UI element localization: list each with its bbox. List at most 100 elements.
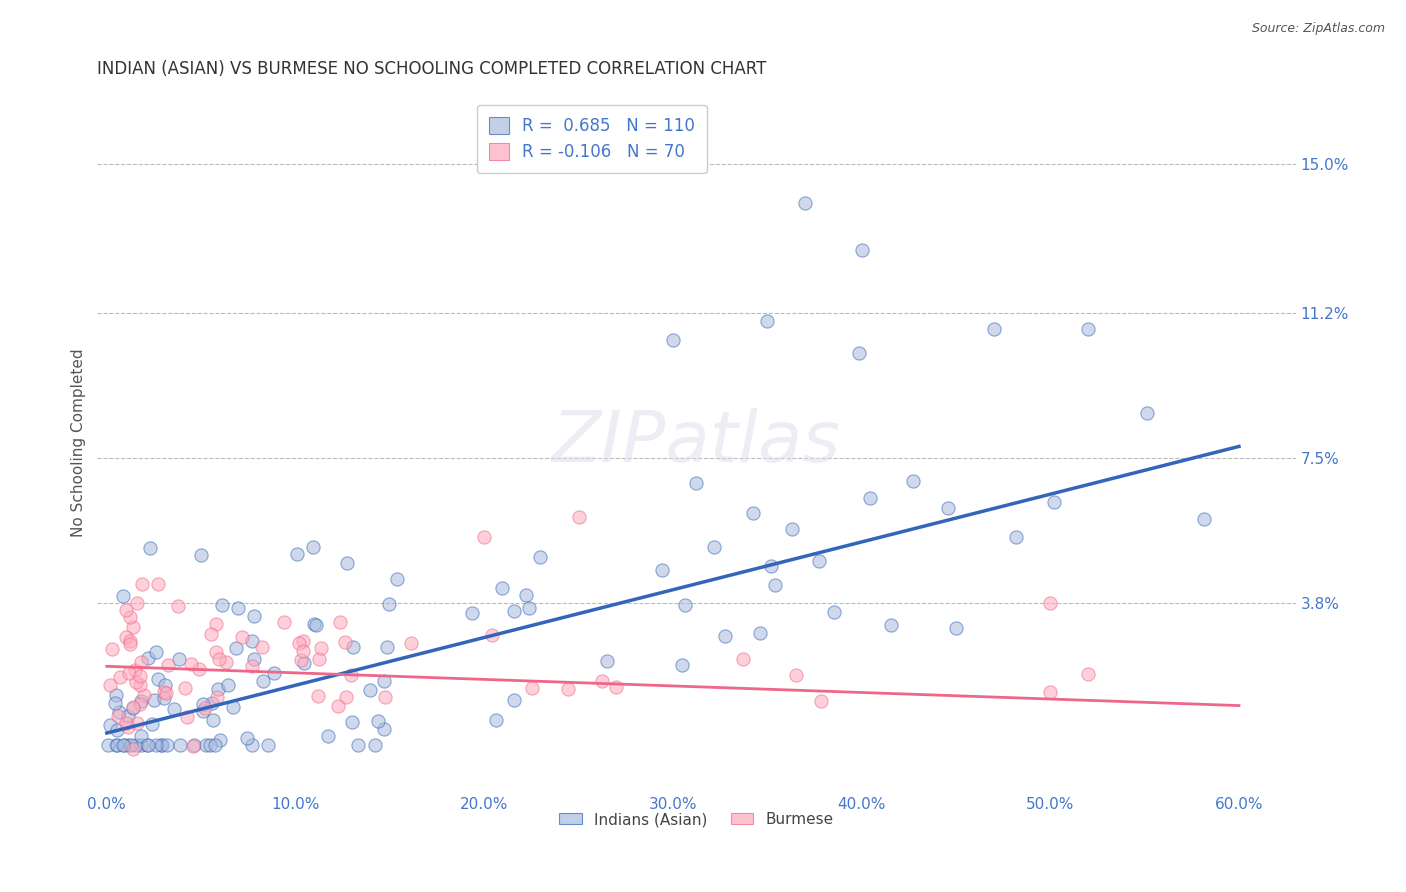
Point xyxy=(484,713,506,727)
Point xyxy=(204,738,226,752)
Point xyxy=(240,659,263,673)
Point xyxy=(217,678,239,692)
Point xyxy=(153,684,176,698)
Point xyxy=(129,655,152,669)
Point xyxy=(243,608,266,623)
Point xyxy=(97,738,120,752)
Point xyxy=(1039,685,1062,699)
Point xyxy=(308,652,330,666)
Point xyxy=(112,738,135,752)
Point xyxy=(127,716,149,731)
Point xyxy=(105,738,128,752)
Point xyxy=(287,636,309,650)
Point xyxy=(117,708,139,723)
Point xyxy=(1136,406,1159,420)
Point xyxy=(292,656,315,670)
Point xyxy=(1042,495,1064,509)
Point xyxy=(128,678,150,692)
Point xyxy=(167,652,190,666)
Point xyxy=(163,702,186,716)
Point xyxy=(118,610,141,624)
Point xyxy=(118,665,141,680)
Point xyxy=(273,615,295,629)
Point xyxy=(252,674,274,689)
Point xyxy=(305,618,328,632)
Point xyxy=(115,630,138,644)
Point xyxy=(243,652,266,666)
Point xyxy=(503,604,526,618)
Point xyxy=(780,522,803,536)
Point xyxy=(385,572,408,586)
Point xyxy=(135,738,157,752)
Point xyxy=(377,640,399,654)
Point xyxy=(115,603,138,617)
Point xyxy=(142,693,165,707)
Point xyxy=(742,506,765,520)
Point xyxy=(502,693,524,707)
Point xyxy=(517,601,540,615)
Point xyxy=(105,723,128,738)
Point xyxy=(226,600,249,615)
Point xyxy=(125,738,148,752)
Point xyxy=(169,738,191,752)
Point xyxy=(129,738,152,752)
Point xyxy=(567,510,589,524)
Point xyxy=(153,690,176,705)
Point xyxy=(155,685,177,699)
Text: Source: ZipAtlas.com: Source: ZipAtlas.com xyxy=(1251,22,1385,36)
Point xyxy=(945,621,967,635)
Point xyxy=(756,314,779,328)
Point xyxy=(195,738,218,752)
Point xyxy=(231,630,253,644)
Point xyxy=(263,665,285,680)
Point xyxy=(141,717,163,731)
Point xyxy=(328,699,350,714)
Point xyxy=(257,738,280,752)
Point xyxy=(181,739,204,753)
Point xyxy=(367,714,389,728)
Point xyxy=(145,738,167,752)
Point xyxy=(117,738,139,752)
Point xyxy=(194,701,217,715)
Point xyxy=(340,715,363,730)
Point xyxy=(810,694,832,708)
Point xyxy=(198,738,221,752)
Point xyxy=(211,598,233,612)
Point xyxy=(112,589,135,603)
Point xyxy=(285,547,308,561)
Point xyxy=(292,633,315,648)
Point xyxy=(346,738,368,752)
Point xyxy=(98,718,121,732)
Point xyxy=(364,738,387,752)
Point xyxy=(127,596,149,610)
Point xyxy=(359,683,381,698)
Point xyxy=(823,605,845,619)
Point xyxy=(399,636,422,650)
Point xyxy=(114,716,136,731)
Point xyxy=(125,675,148,690)
Point xyxy=(596,655,619,669)
Point xyxy=(117,720,139,734)
Point xyxy=(703,541,725,555)
Point xyxy=(131,577,153,591)
Point xyxy=(110,670,132,684)
Point xyxy=(714,629,737,643)
Point xyxy=(761,559,783,574)
Point xyxy=(122,619,145,633)
Point xyxy=(1077,666,1099,681)
Point xyxy=(193,697,215,711)
Point xyxy=(733,652,755,666)
Point xyxy=(100,678,122,692)
Point xyxy=(748,626,770,640)
Point xyxy=(118,634,141,648)
Point xyxy=(146,577,169,591)
Point xyxy=(307,689,329,703)
Point xyxy=(529,549,551,564)
Point xyxy=(149,738,172,752)
Legend: Indians (Asian), Burmese: Indians (Asian), Burmese xyxy=(553,806,839,833)
Point xyxy=(104,738,127,752)
Text: INDIAN (ASIAN) VS BURMESE NO SCHOOLING COMPLETED CORRELATION CHART: INDIAN (ASIAN) VS BURMESE NO SCHOOLING C… xyxy=(97,60,766,78)
Point xyxy=(983,321,1005,335)
Point xyxy=(520,681,543,695)
Point xyxy=(150,738,173,752)
